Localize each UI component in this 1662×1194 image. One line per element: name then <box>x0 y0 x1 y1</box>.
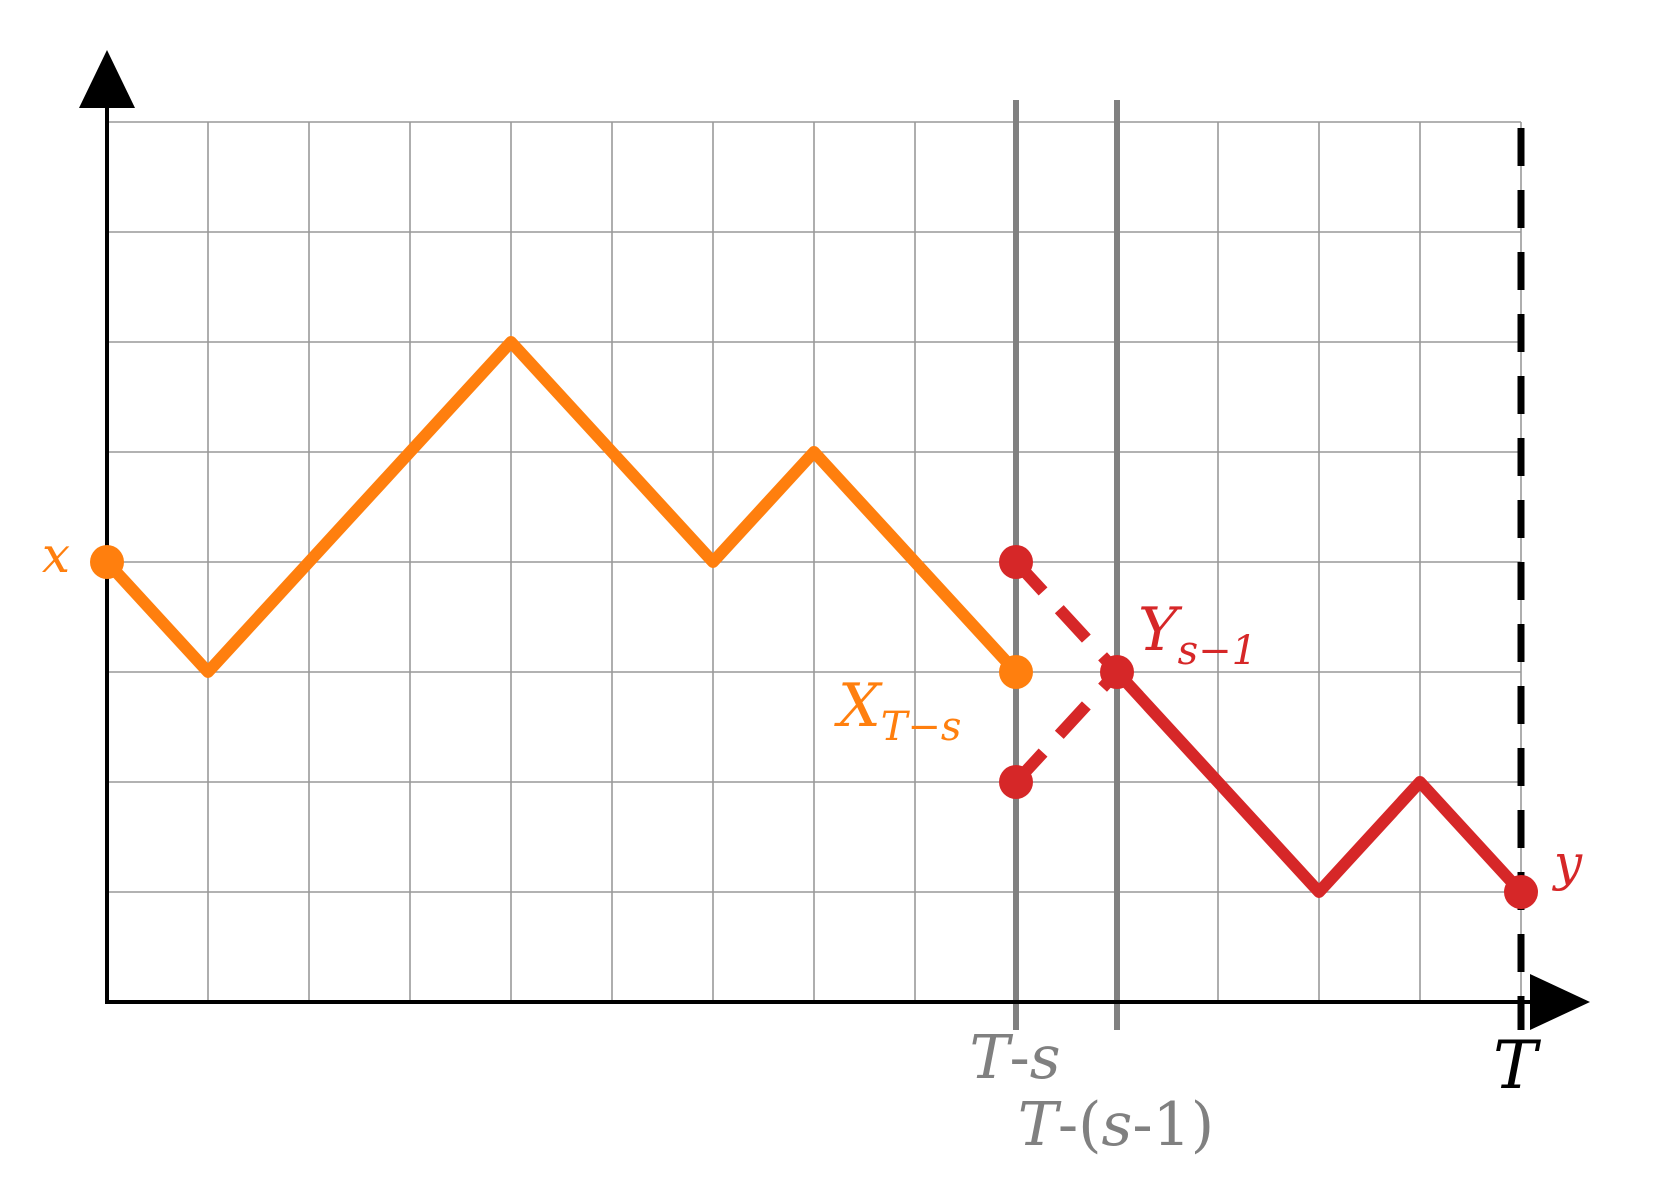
tick-t-minus-s1-s: s <box>1102 1090 1133 1160</box>
x-axis-arrow <box>1530 974 1590 1030</box>
y-s-minus-1-label: Ys−1 <box>1138 595 1257 674</box>
y-end-label: y <box>1552 834 1583 892</box>
x-path-line <box>101 336 1022 678</box>
tick-t-minus-s1-open-paren: ( <box>1078 1090 1101 1160</box>
x-start-label: x <box>42 526 70 584</box>
axis-end-label-T: T <box>1493 1027 1542 1104</box>
tick-t-minus-s1-rest: -1 <box>1132 1090 1190 1160</box>
x-t-minus-s-label: XT−s <box>834 671 961 750</box>
x-start-point <box>90 545 124 579</box>
tick-t-minus-s-s: s <box>1030 1023 1061 1093</box>
y-end-point <box>1504 875 1538 909</box>
tick-t-minus-s1-T: T <box>1018 1090 1062 1160</box>
axes <box>79 50 1590 1030</box>
tick-t-minus-s1-dash: - <box>1058 1090 1078 1160</box>
paths <box>101 336 1527 898</box>
x-t-minus-s-subscript: T−s <box>881 704 962 750</box>
tick-t-minus-s-dash: - <box>1009 1023 1029 1093</box>
grid <box>107 121 1522 1002</box>
reflected-dashed-segment <box>1011 557 1122 677</box>
reflected-top-point <box>999 545 1033 579</box>
tick-label-t-minus-s: T-s <box>969 1023 1060 1093</box>
reflected-dashed-segment <box>1011 667 1122 787</box>
y-axis-arrow <box>79 50 135 108</box>
tick-label-t-minus-s-minus-1: T-(s-1) <box>1018 1090 1214 1160</box>
y-path-line <box>1111 666 1527 898</box>
points <box>90 545 1538 909</box>
tick-t-minus-s1-close-paren: ) <box>1191 1090 1214 1160</box>
tick-t-minus-s-T: T <box>969 1023 1013 1093</box>
x-t-minus-s-main: X <box>834 671 883 741</box>
reflected-bottom-point <box>999 765 1033 799</box>
y-s-minus-1-subscript: s−1 <box>1178 628 1258 674</box>
y-s-minus-1-main: Y <box>1138 595 1183 665</box>
x-t-minus-s-point <box>999 655 1033 689</box>
y-s-minus-1-point <box>1100 655 1134 689</box>
